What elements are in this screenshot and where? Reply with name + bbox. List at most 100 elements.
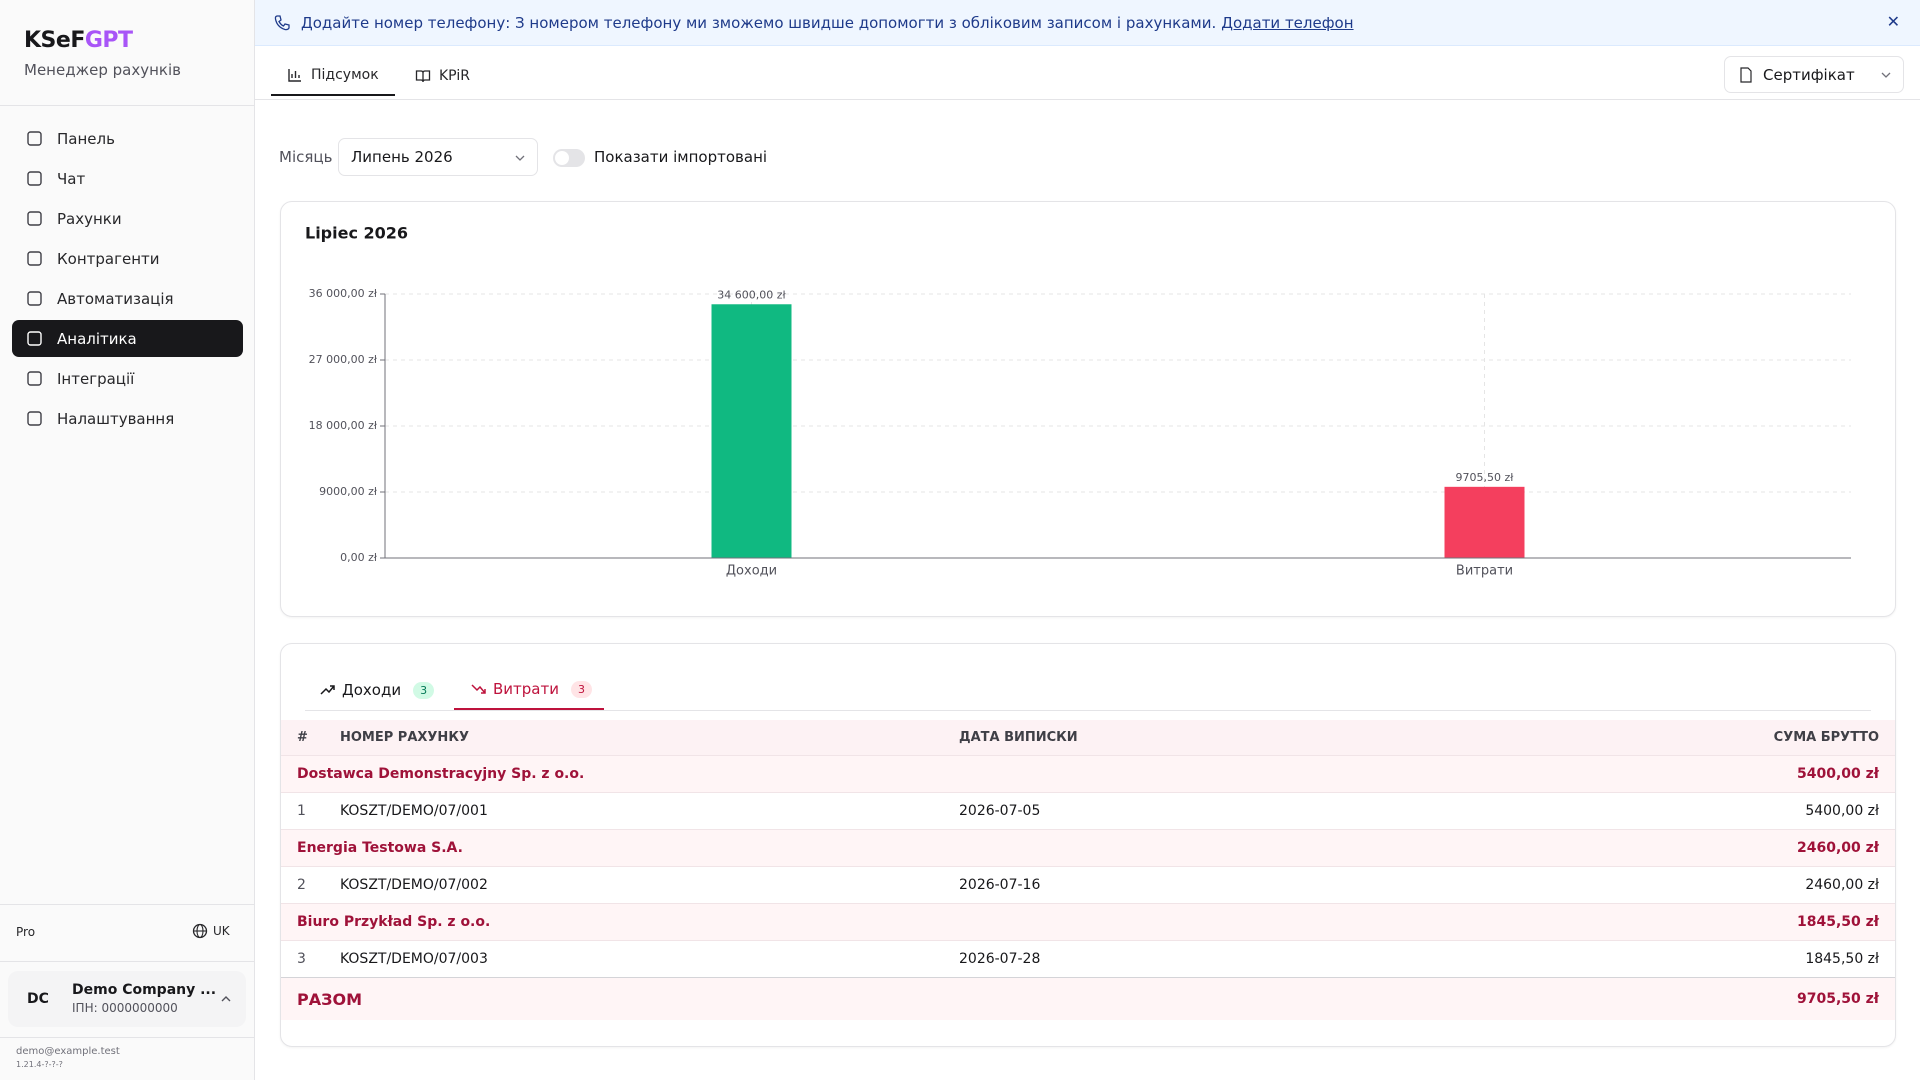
toggle-knob bbox=[555, 151, 569, 165]
divider bbox=[0, 1037, 255, 1038]
divider bbox=[0, 904, 255, 905]
language[interactable]: UK bbox=[192, 923, 230, 939]
cell: 5400,00 zł bbox=[1797, 766, 1879, 782]
nav-item[interactable]: Автоматизація bbox=[12, 280, 243, 317]
cell: Energia Testowa S.A. bbox=[297, 840, 463, 856]
group-row: Biuro Przykład Sp. z o.o. 1845,50 zł bbox=[281, 903, 1895, 940]
group-row: Dostawca Demonstracyjny Sp. z o.o. 5400,0… bbox=[281, 755, 1895, 792]
table-row: 1 KOSZT/DEMO/07/001 2026-07-05 5400,00 zł bbox=[281, 792, 1895, 829]
chart-title: Lipiec 2026 bbox=[305, 224, 408, 243]
toggle[interactable] bbox=[553, 149, 585, 167]
x-tick-label: Витрати bbox=[1456, 564, 1513, 579]
plan: Pro bbox=[16, 925, 36, 939]
cell: Biuro Przykład Sp. z o.o. bbox=[297, 914, 491, 930]
cell: 1845,50 zł bbox=[1805, 951, 1879, 967]
cell: Dostawca Demonstracyjny Sp. z o.o. bbox=[297, 766, 585, 782]
y-tick-label: 27 000,00 zł bbox=[309, 353, 378, 366]
cell: 1 bbox=[297, 803, 306, 819]
banner-text: Додайте номер телефону: З номером телефо… bbox=[301, 13, 1217, 32]
table-row: 3 KOSZT/DEMO/07/003 2026-07-28 1845,50 zł bbox=[281, 940, 1895, 977]
divider bbox=[255, 99, 1920, 100]
y-tick-label: 0,00 zł bbox=[340, 551, 378, 564]
user-card[interactable]: DC Demo Company ... ІПН: 0000000000 bbox=[8, 971, 246, 1027]
nav-label: Аналітика bbox=[57, 329, 137, 348]
y-tick-label: 9000,00 zł bbox=[319, 485, 378, 498]
divider bbox=[0, 961, 255, 962]
certificate-select[interactable]: Сертифікат bbox=[1724, 56, 1904, 93]
tab-kpir[interactable]: KPiR bbox=[399, 56, 486, 96]
month: Липень 2026 bbox=[351, 148, 453, 166]
divider bbox=[305, 710, 1871, 711]
y-tick-label: 36 000,00 zł bbox=[309, 287, 378, 300]
month-select[interactable]: Липень 2026 bbox=[338, 138, 538, 176]
tab-label: KPiR bbox=[439, 68, 470, 84]
cell: 2026-07-28 bbox=[959, 951, 1041, 967]
cell: 2 bbox=[297, 877, 306, 893]
main: Додайте номер телефону: З номером телефо… bbox=[255, 0, 1920, 1080]
cell: 2460,00 zł bbox=[1805, 877, 1879, 893]
table-tab[interactable]: Доходи 3 bbox=[319, 670, 439, 710]
nav-label: Панель bbox=[57, 129, 115, 148]
cell: НОМЕР РАХУНКУ bbox=[340, 730, 469, 745]
cell: 2026-07-05 bbox=[959, 803, 1041, 819]
bar bbox=[1444, 486, 1525, 558]
nav-label: Налаштування bbox=[57, 409, 175, 428]
nav-label: Інтеграції bbox=[57, 369, 135, 388]
group-row: Energia Testowa S.A. 2460,00 zł bbox=[281, 829, 1895, 866]
cell: KOSZT/DEMO/07/001 bbox=[340, 803, 488, 819]
user-name: Demo Company ... bbox=[72, 982, 217, 998]
table-tab[interactable]: Витрати 3 bbox=[454, 670, 604, 710]
toggle-label: Показати імпортовані bbox=[594, 148, 768, 166]
logo-a: KSeF bbox=[24, 28, 85, 53]
total-row: РАЗОМ 9705,50 zł bbox=[281, 977, 1895, 1020]
tab-label: Доходи bbox=[342, 681, 402, 699]
divider bbox=[0, 105, 255, 106]
cell: ДАТА ВИПИСКИ bbox=[959, 730, 1078, 745]
cell: # bbox=[297, 730, 308, 745]
tab-count: 3 bbox=[570, 680, 592, 698]
cell: РАЗОМ bbox=[297, 989, 362, 1009]
value-label: 9705,50 zł bbox=[1456, 471, 1515, 484]
cell: 2026-07-16 bbox=[959, 877, 1041, 893]
cell: 1845,50 zł bbox=[1797, 914, 1879, 930]
nav-label: Чат bbox=[57, 169, 86, 188]
cell: 5400,00 zł bbox=[1805, 803, 1879, 819]
nav-label: Рахунки bbox=[57, 209, 122, 228]
cell: 2460,00 zł bbox=[1797, 840, 1879, 856]
cell: 9705,50 zł bbox=[1797, 991, 1879, 1007]
avatar: DC bbox=[20, 981, 56, 1017]
tab-label: Підсумок bbox=[311, 67, 379, 83]
tab-summary[interactable]: Підсумок bbox=[271, 56, 395, 96]
certificate: Сертифікат bbox=[1763, 65, 1855, 84]
nav-item[interactable]: Рахунки bbox=[12, 200, 243, 237]
close[interactable]: ✕ bbox=[1886, 12, 1900, 31]
cell: СУМА БРУТТО bbox=[1773, 730, 1879, 745]
table-card: Доходи 3 Витрати 3 # НОМЕР РАХУНКУ ДАТА ВИПИСК… bbox=[280, 643, 1896, 1047]
subtitle: Менеджер рахунків bbox=[24, 61, 181, 79]
table-header: # НОМЕР РАХУНКУ ДАТА ВИПИСКИ СУМА БРУТТО bbox=[281, 720, 1895, 755]
nav-item[interactable]: Аналітика bbox=[12, 320, 243, 357]
lang: UK bbox=[213, 924, 230, 938]
nav-item[interactable]: Контрагенти bbox=[12, 240, 243, 277]
tab-count: 3 bbox=[413, 681, 435, 699]
version: 1.21.4-?-?-? bbox=[16, 1060, 63, 1069]
x-tick-label: Доходи bbox=[726, 564, 777, 579]
logo: KSeFGPT bbox=[24, 28, 133, 53]
chart-card: Lipiec 2026 0,00 zł 9000,00 zł 18 000,00 z… bbox=[280, 201, 1896, 617]
nav-label: Автоматизація bbox=[57, 289, 174, 308]
email: demo@example.test bbox=[16, 1046, 120, 1057]
user-tax: ІПН: 0000000000 bbox=[72, 1001, 178, 1015]
nav-item[interactable]: Інтеграції bbox=[12, 360, 243, 397]
nav-item[interactable]: Чат bbox=[12, 160, 243, 197]
nav-item[interactable]: Налаштування bbox=[12, 400, 243, 437]
chevron bbox=[221, 996, 231, 1002]
nav-item[interactable]: Панель bbox=[12, 120, 243, 157]
sidebar: KSeFGPT Менеджер рахунків Pro UK DC Demo… bbox=[0, 0, 255, 1080]
month-label: Місяць bbox=[279, 148, 333, 166]
banner-link[interactable]: Додати телефон bbox=[1221, 13, 1354, 32]
cell: 3 bbox=[297, 951, 306, 967]
cell: KOSZT/DEMO/07/003 bbox=[340, 951, 488, 967]
tab-label: Витрати bbox=[493, 680, 559, 698]
banner: Додайте номер телефону: З номером телефо… bbox=[255, 0, 1920, 46]
